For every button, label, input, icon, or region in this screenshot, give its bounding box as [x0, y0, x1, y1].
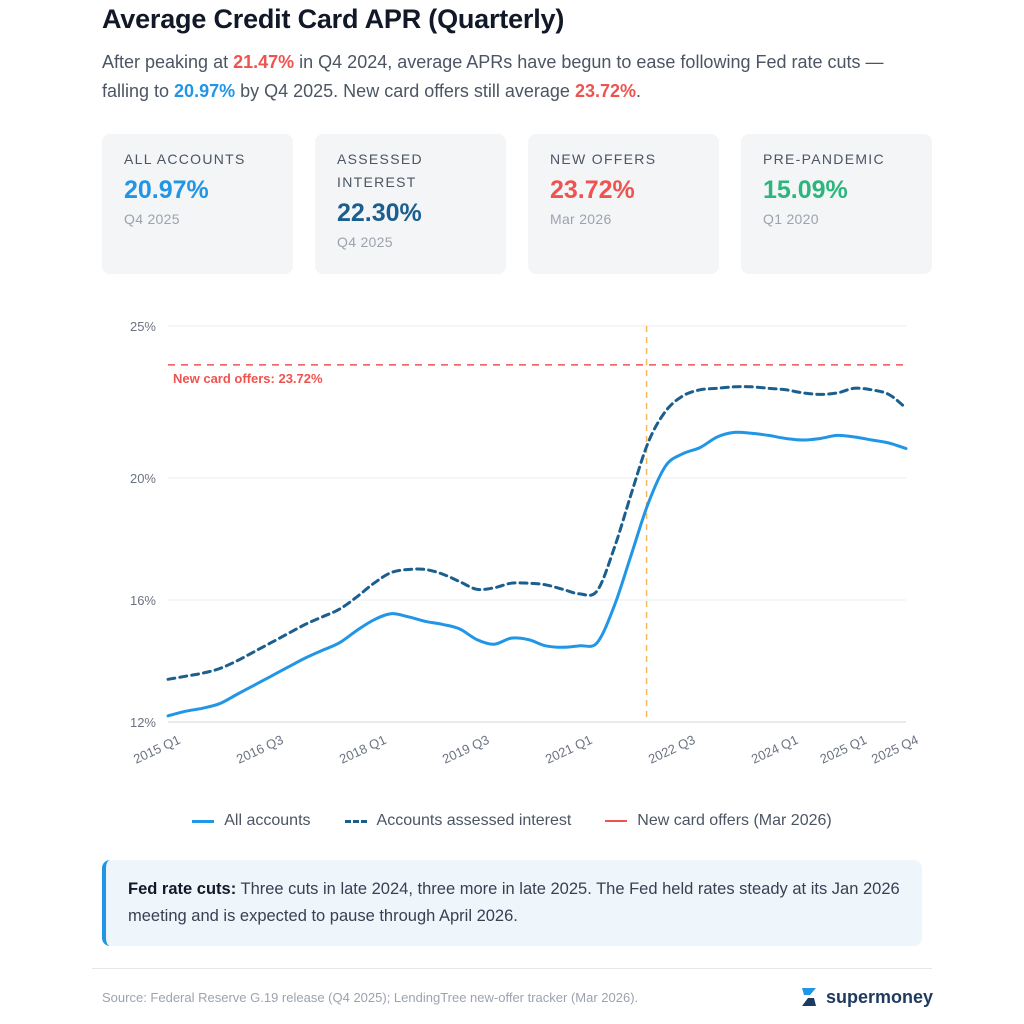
x-tick-label: 2025 Q4: [869, 732, 921, 767]
x-tick-label: 2022 Q3: [646, 732, 698, 767]
chart-legend: All accounts Accounts assessed interest …: [0, 812, 1024, 830]
brand-name: supermoney: [826, 986, 934, 1007]
card-label: PRE-PANDEMIC: [763, 151, 885, 167]
offers-value: 23.72%: [574, 81, 637, 101]
legend-swatch: [192, 819, 215, 823]
card-value: 23.72%: [550, 176, 635, 204]
latest-value: 20.97%: [174, 81, 236, 101]
subtitle-text: by Q4 2025. New card offers still averag…: [235, 81, 575, 101]
legend-item-assessed-interest: Accounts assessed interest: [344, 812, 572, 830]
legend-item-new-offers: New card offers (Mar 2026): [605, 812, 832, 830]
y-tick-label: 16%: [130, 593, 156, 608]
footer-divider: [92, 968, 932, 969]
fed-note-callout: Fed rate cuts: Three cuts in late 2024, …: [102, 860, 922, 946]
card-value: 15.09%: [763, 176, 848, 204]
y-tick-label: 25%: [130, 319, 156, 334]
card-label: NEW OFFERS: [550, 151, 657, 167]
series-line-all-accounts: [166, 430, 908, 718]
card-label: ASSESSED INTEREST: [337, 151, 423, 190]
x-tick-label: 2021 Q1: [543, 732, 595, 767]
legend-label: All accounts: [224, 812, 311, 829]
subtitle-text: After peaking at: [102, 52, 234, 72]
apr-line-chart: 25% 20% 16% 12% 2015 Q1 2016 Q3 2018 Q1 2019 Q3…: [130, 319, 921, 767]
legend-swatch: [344, 819, 367, 823]
x-tick-label: 2024 Q1: [749, 732, 801, 767]
legend-label: New card offers (Mar 2026): [637, 812, 832, 829]
stat-card-all-accounts: ALL ACCOUNTS 20.97% Q4 2025: [102, 134, 293, 274]
legend-item-all-accounts: All accounts: [192, 812, 311, 830]
stat-card-assessed-interest: ASSESSED INTEREST 22.30% Q4 2025: [315, 134, 506, 274]
peak-value: 21.47%: [233, 52, 295, 72]
subtitle-text: .: [636, 81, 642, 101]
brand-logo[interactable]: supermoney: [798, 986, 933, 1008]
card-value: 22.30%: [337, 199, 422, 227]
card-label: ALL ACCOUNTS: [124, 151, 246, 167]
stat-cards: ALL ACCOUNTS 20.97% Q4 2025 ASSESSED INT…: [102, 134, 932, 274]
x-tick-label: 2019 Q3: [440, 732, 492, 767]
legend-swatch: [605, 820, 628, 822]
x-tick-label: 2015 Q1: [131, 732, 183, 767]
reference-line-label: New card offers: 23.72%: [173, 371, 323, 386]
y-tick-label: 20%: [130, 471, 156, 486]
supermoney-logo-icon: [802, 988, 816, 1006]
subtitle-text: in Q4 2024, average APRs have begun to e…: [102, 52, 884, 101]
card-sub: Mar 2026: [550, 211, 612, 227]
source-text: Source: Federal Reserve G.19 release (Q4…: [102, 990, 639, 1005]
x-tick-label: 2018 Q1: [337, 732, 389, 767]
card-sub: Q4 2025: [124, 211, 180, 227]
note-text: Three cuts in late 2024, three more in l…: [128, 880, 900, 925]
stat-card-new-offers: NEW OFFERS 23.72% Mar 2026: [528, 134, 719, 274]
card-sub: Q4 2025: [337, 234, 393, 250]
x-tick-label: 2016 Q3: [234, 732, 286, 767]
page-title: Average Credit Card APR (Quarterly): [102, 4, 565, 34]
card-value: 20.97%: [124, 176, 209, 204]
card-sub: Q1 2020: [763, 211, 819, 227]
page-subtitle: After peaking at 21.47% in Q4 2024, aver…: [102, 48, 932, 106]
x-tick-label: 2025 Q1: [818, 732, 870, 767]
legend-label: Accounts assessed interest: [376, 812, 572, 829]
series-line-assessed-interest: [166, 385, 908, 681]
stat-card-pre-pandemic: PRE-PANDEMIC 15.09% Q1 2020: [741, 134, 932, 274]
note-title: Fed rate cuts:: [128, 880, 237, 898]
y-tick-label: 12%: [130, 715, 156, 730]
